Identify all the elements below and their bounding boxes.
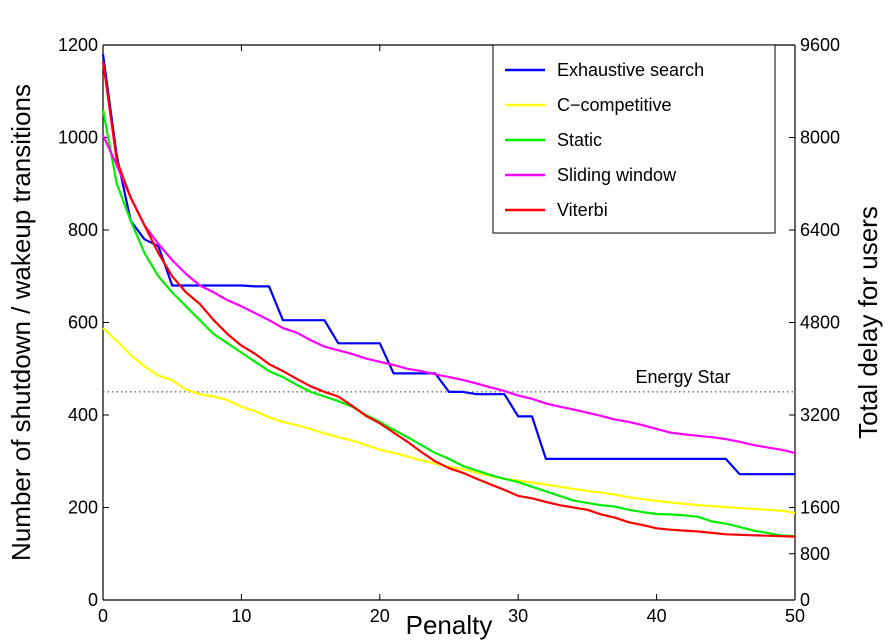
left-y-tick-label: 800 xyxy=(68,220,98,240)
x-tick-label: 0 xyxy=(98,606,108,626)
x-tick-label: 10 xyxy=(231,606,251,626)
x-tick-label: 50 xyxy=(785,606,805,626)
left-y-tick-label: 200 xyxy=(68,498,98,518)
series-lines xyxy=(101,54,796,538)
right-y-tick-label: 8000 xyxy=(800,128,840,148)
right-y-ticks: 0 800 1600 3200 4800 6400 8000 9600 xyxy=(789,35,840,610)
left-y-tick-label: 1000 xyxy=(58,128,98,148)
series-line-c-competitive xyxy=(102,327,796,515)
x-axis-title: Penalty xyxy=(406,610,493,640)
left-y-axis-title: Number of shutdown / wakeup transitions xyxy=(6,84,36,561)
series-line-viterbi xyxy=(101,61,796,538)
legend-label: Static xyxy=(557,130,602,150)
left-y-tick-label: 400 xyxy=(68,405,98,425)
legend: Exhaustive search C−competitive Static Slid… xyxy=(492,44,776,234)
right-y-tick-label: 6400 xyxy=(800,220,840,240)
left-y-tick-label: 1200 xyxy=(58,35,98,55)
series-line-exhaustive-search xyxy=(101,54,795,476)
right-y-tick-label: 9600 xyxy=(800,35,840,55)
right-y-axis-title: Total delay for users xyxy=(853,206,883,439)
series-line-static xyxy=(101,109,796,538)
x-ticks: 0 10 20 30 40 50 xyxy=(98,45,805,626)
right-y-tick-label: 0 xyxy=(800,590,810,610)
x-tick-label: 20 xyxy=(370,606,390,626)
energy-star-label: Energy Star xyxy=(635,367,730,387)
legend-label: Sliding window xyxy=(557,165,677,185)
left-y-ticks: 0 200 400 600 800 1000 1200 xyxy=(58,35,109,610)
legend-label: Exhaustive search xyxy=(557,60,704,80)
x-tick-label: 30 xyxy=(508,606,528,626)
left-y-tick-label: 600 xyxy=(68,313,98,333)
right-y-tick-label: 4800 xyxy=(800,313,840,333)
series-line-sliding-window xyxy=(102,134,796,454)
x-tick-label: 40 xyxy=(647,606,667,626)
right-y-tick-label: 3200 xyxy=(800,405,840,425)
legend-label: Viterbi xyxy=(557,200,608,220)
legend-label: C−competitive xyxy=(557,95,672,115)
right-y-tick-label: 800 xyxy=(800,544,830,564)
right-y-tick-label: 1600 xyxy=(800,498,840,518)
left-y-tick-label: 0 xyxy=(88,590,98,610)
